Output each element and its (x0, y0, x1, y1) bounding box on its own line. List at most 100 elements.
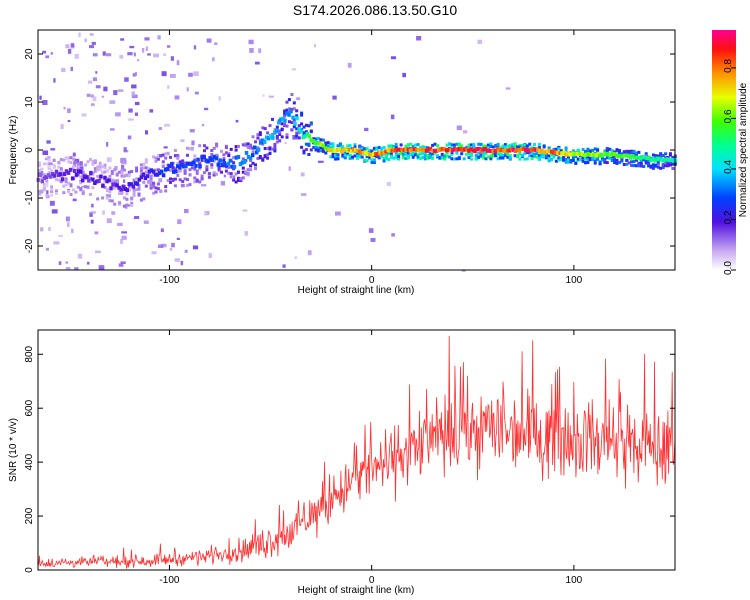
heatmap-cell (45, 184, 49, 187)
heatmap-cell (336, 153, 340, 157)
heatmap-cell (156, 168, 160, 172)
heatmap-cell (481, 147, 485, 152)
heatmap-cell (448, 155, 452, 159)
heatmap-cell (302, 131, 306, 135)
heatmap-cell (649, 158, 653, 163)
heatmap-cell (605, 156, 609, 160)
heatmap-cell (414, 143, 418, 147)
heatmap-cell (147, 172, 151, 176)
heatmap-cell (157, 171, 162, 176)
heatmap-cell (314, 145, 318, 149)
heatmap-cell (285, 108, 289, 112)
heatmap-cell (513, 154, 517, 158)
heatmap-cell (135, 101, 140, 106)
heatmap-cell (280, 128, 284, 132)
heatmap-cell (271, 117, 274, 121)
heatmap-cell (494, 144, 498, 147)
heatmap-cell (482, 150, 486, 154)
heatmap-cell (317, 141, 322, 146)
heatmap-cell (117, 185, 121, 190)
heatmap-cell (227, 171, 231, 175)
heatmap-cell (159, 169, 164, 174)
heatmap-cell (580, 152, 584, 157)
heatmap-cell (50, 193, 54, 197)
heatmap-cell (103, 175, 107, 180)
heatmap-cell (161, 71, 167, 77)
heatmap-cell (275, 128, 279, 133)
heatmap-cell (457, 147, 461, 152)
heatmap-cell (190, 147, 194, 151)
heatmap-cell (246, 155, 251, 159)
heatmap-cell (402, 152, 405, 156)
heatmap-cell (304, 130, 308, 134)
heatmap-cell (47, 156, 51, 161)
heatmap-cell (421, 145, 425, 149)
heatmap-cell (477, 155, 481, 159)
heatmap-cell (499, 146, 503, 150)
heatmap-cell (167, 164, 172, 169)
heatmap-cell (479, 154, 483, 158)
heatmap-cell (576, 152, 580, 156)
heatmap-cell (479, 149, 483, 154)
heatmap-cell (402, 72, 406, 78)
heatmap-cell (489, 142, 493, 146)
heatmap-cell (331, 155, 335, 159)
heatmap-cell (192, 245, 199, 250)
heatmap-cell (191, 140, 195, 146)
heatmap-cell (348, 144, 352, 148)
heatmap-cell (637, 155, 641, 160)
heatmap-cell (525, 157, 529, 161)
heatmap-cell (377, 156, 381, 160)
heatmap-cell (280, 122, 284, 126)
heatmap-cell (124, 77, 129, 82)
heatmap-cell (60, 177, 65, 182)
heatmap-cell (81, 170, 85, 174)
heatmap-cell (285, 133, 289, 137)
heatmap-cell (554, 150, 558, 154)
heatmap-cell (52, 163, 56, 167)
heatmap-cell (42, 50, 47, 54)
y-tick-label: 10 (24, 96, 35, 108)
heatmap-cell (570, 151, 574, 156)
heatmap-cell (267, 136, 271, 141)
heatmap-cell (188, 72, 193, 77)
heatmap-cell (78, 166, 84, 171)
heatmap-cell (135, 188, 139, 192)
heatmap-cell (188, 161, 192, 166)
heatmap-cell (312, 146, 316, 149)
heatmap-cell (173, 177, 177, 181)
heatmap-cell (234, 155, 239, 160)
heatmap-cell (266, 146, 270, 150)
heatmap-cell (352, 147, 356, 152)
heatmap-cell (38, 173, 42, 177)
heatmap-cell (49, 200, 55, 206)
heatmap-cell (571, 149, 575, 153)
heatmap-cell (511, 147, 516, 152)
heatmap-cell (380, 151, 384, 156)
heatmap-cell (411, 152, 415, 155)
heatmap-cell (241, 176, 245, 180)
heatmap-cell (105, 53, 112, 57)
heatmap-cell (525, 148, 530, 153)
heatmap-cell (254, 167, 257, 171)
heatmap-cell (45, 193, 49, 197)
heatmap-cell (450, 157, 454, 161)
heatmap-cell (419, 152, 422, 156)
heatmap-cell (552, 155, 556, 159)
heatmap-cell (250, 153, 255, 158)
colorbar-tick-label: 0.4 (723, 160, 734, 174)
heatmap-cell (319, 149, 323, 153)
heatmap-cell (56, 173, 61, 178)
heatmap-cell (38, 192, 41, 196)
heatmap-cell (591, 155, 595, 159)
heatmap-cell (102, 210, 105, 215)
heatmap-cell (249, 164, 253, 168)
heatmap-cell (207, 172, 211, 176)
heatmap-cell (202, 154, 206, 159)
heatmap-cell (450, 152, 454, 156)
heatmap-cell (593, 147, 597, 151)
heatmap-cell (465, 152, 469, 156)
heatmap-cell (311, 139, 315, 144)
heatmap-cell (503, 154, 507, 158)
heatmap-cell (227, 165, 231, 169)
